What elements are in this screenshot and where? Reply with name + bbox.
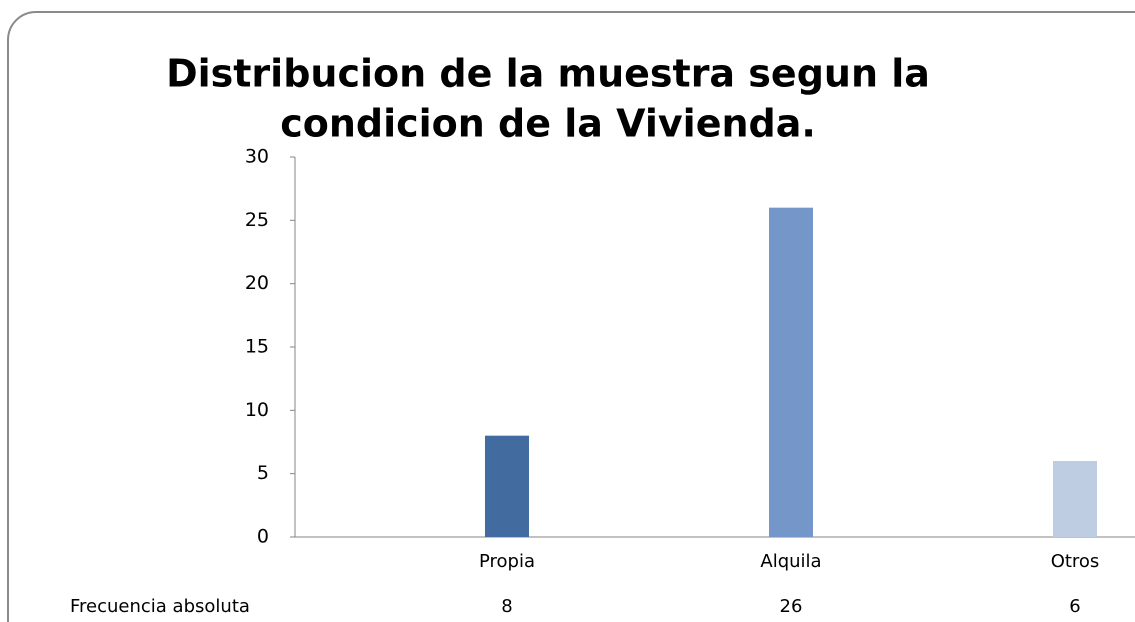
y-tick-label: 20 bbox=[245, 272, 269, 294]
y-tick-label: 5 bbox=[257, 462, 269, 484]
bar bbox=[769, 207, 813, 537]
table-row-label: Frecuencia absoluta bbox=[70, 596, 250, 617]
bar bbox=[1053, 461, 1097, 537]
x-tick-label: Propia bbox=[479, 551, 535, 572]
bar bbox=[485, 435, 529, 537]
y-tick-label: 30 bbox=[245, 146, 269, 168]
x-tick-label: Otros bbox=[1051, 551, 1100, 572]
table-cell: 8 bbox=[501, 596, 512, 617]
table-cell: 26 bbox=[780, 596, 803, 617]
x-tick-label: Alquila bbox=[760, 551, 821, 572]
chart-title: condicion de la Vivienda. bbox=[280, 102, 816, 146]
y-tick-label: 25 bbox=[245, 209, 269, 231]
y-tick-label: 0 bbox=[257, 526, 269, 548]
y-tick-label: 10 bbox=[245, 399, 269, 421]
y-tick-label: 15 bbox=[245, 336, 269, 358]
chart-frame bbox=[7, 11, 1135, 622]
table-cell: 6 bbox=[1069, 596, 1080, 617]
chart-title: Distribucion de la muestra segun la bbox=[166, 52, 930, 96]
